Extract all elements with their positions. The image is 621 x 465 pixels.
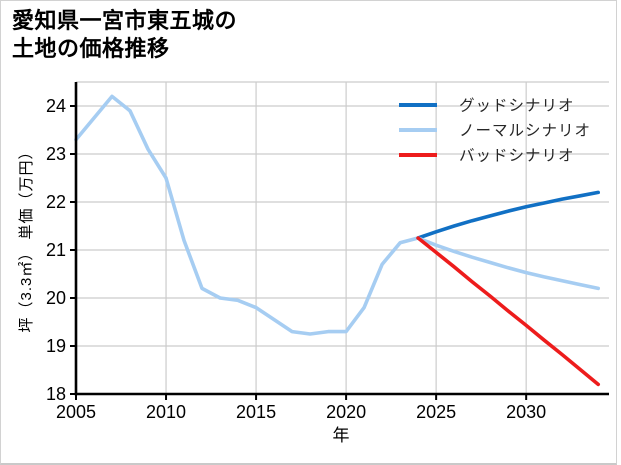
y-tick-label-18: 18 — [46, 384, 66, 404]
good-scenario-line — [416, 190, 601, 240]
bad-scenario-line — [416, 236, 601, 387]
legend-label-normal-scenario: ノーマルシナリオ — [459, 123, 591, 140]
x-tick-label-2025: 2025 — [416, 402, 456, 422]
y-tick-label-23: 23 — [46, 144, 66, 164]
price-history-line — [74, 94, 420, 336]
y-tick-label-21: 21 — [46, 240, 66, 260]
legend-label-bad-scenario: バッドシナリオ — [459, 148, 575, 165]
y-tick-label-24: 24 — [46, 96, 66, 116]
x-tick-label-2010: 2010 — [146, 402, 186, 422]
page-title: 愛知県一宮市東五城の 土地の価格推移 — [12, 7, 237, 62]
y-axis-label: 坪（3.3㎡） 単価（万円） — [18, 143, 35, 332]
y-tick-label-22: 22 — [46, 192, 66, 212]
plot-area: 2005 2010 2015 2020 2025 2030 18 19 20 21 22 23 24 グッ… — [46, 81, 609, 422]
normal-scenario-line — [416, 236, 601, 291]
page-title-line-1: 愛知県一宮市東五城の — [12, 8, 238, 33]
x-axis-label: 年 — [333, 426, 350, 445]
x-tick-label-2005: 2005 — [56, 402, 96, 422]
x-tick-label-2015: 2015 — [236, 402, 276, 422]
y-tick-label-19: 19 — [46, 336, 66, 356]
x-tick-label-2030: 2030 — [506, 402, 546, 422]
y-tick-label-20: 20 — [46, 288, 66, 308]
page-title-line-2: 土地の価格推移 — [12, 35, 170, 61]
legend-label-good-scenario: グッドシナリオ — [459, 97, 575, 115]
x-tick-label-2020: 2020 — [326, 402, 366, 422]
